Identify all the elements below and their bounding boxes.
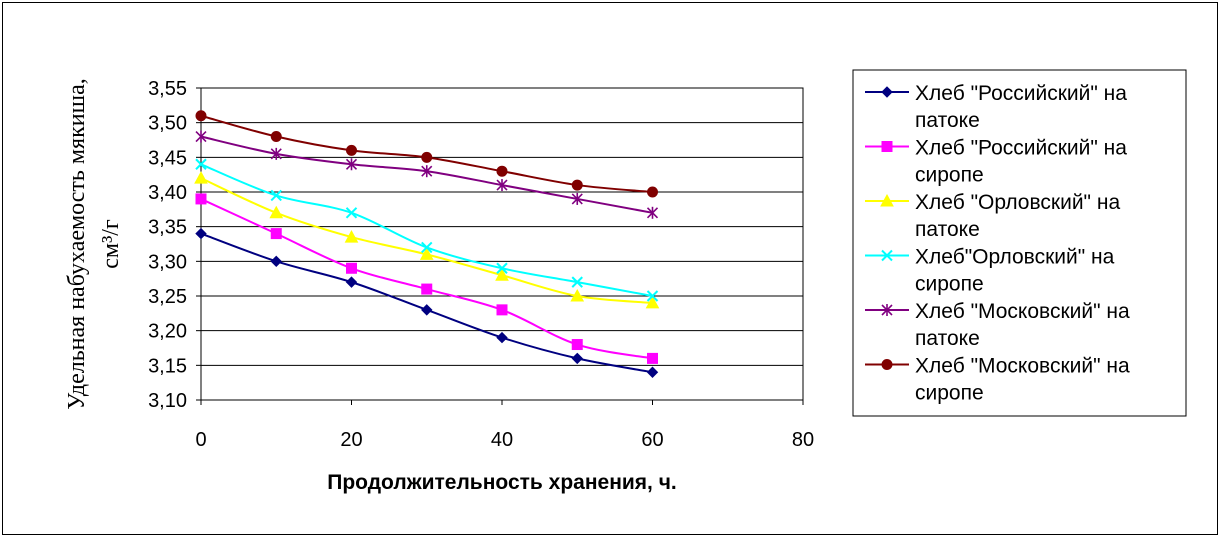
data-point-circle (881, 359, 893, 370)
y-tick-label: 3,55 (148, 78, 187, 100)
data-point-asterisk (571, 192, 583, 205)
data-point-circle (270, 131, 282, 143)
legend-label: патоке (915, 218, 980, 241)
data-point-asterisk (345, 158, 358, 171)
series-1 (195, 227, 659, 378)
data-point-diamond (195, 227, 207, 240)
data-point-diamond (421, 304, 433, 316)
series-group (194, 110, 660, 378)
y-tick-label: 3,50 (148, 113, 187, 135)
data-point-diamond (881, 86, 893, 98)
plot-area-group (200, 87, 804, 401)
series-4 (195, 158, 659, 302)
y-tick-label: 3,20 (148, 321, 187, 343)
data-point-circle (195, 110, 207, 122)
data-point-square (270, 228, 282, 240)
data-point-circle (421, 151, 433, 163)
series-5 (195, 130, 659, 219)
data-point-triangle (495, 268, 509, 281)
data-point-triangle (194, 171, 208, 184)
data-point-square (346, 262, 357, 274)
data-point-asterisk (646, 206, 659, 219)
legend-entry: Хлеб "Московский" на сиропе (865, 355, 1130, 405)
data-point-diamond (646, 366, 659, 378)
data-point-x (571, 276, 583, 288)
legend-label: Хлеб "Московский" на (915, 355, 1130, 378)
legend-label: Хлеб "Российский" на (915, 137, 1127, 160)
y-tick-label: 3,40 (148, 182, 187, 204)
x-tick-label: 40 (491, 429, 513, 451)
data-point-circle (496, 165, 508, 177)
legend-entry: Хлеб"Орловский" на сиропе (865, 246, 1115, 296)
data-point-square (881, 141, 893, 152)
x-axis-label: Продолжительность хранения, ч. (327, 471, 677, 494)
data-point-asterisk (881, 304, 893, 316)
plot-area (200, 87, 804, 401)
y-tick-label: 3,45 (148, 147, 187, 169)
legend-label: патоке (915, 109, 980, 132)
data-point-triangle (269, 205, 284, 219)
data-point-asterisk (270, 147, 282, 160)
legend-label: Хлеб "Московский" на (915, 300, 1130, 323)
data-point-x (195, 158, 207, 170)
data-point-x (345, 207, 358, 219)
data-point-triangle (419, 247, 434, 260)
data-point-square (195, 193, 207, 205)
x-tick-label: 80 (792, 429, 814, 451)
legend-box (852, 69, 1187, 417)
legend-label: патоке (915, 327, 980, 350)
data-point-x (881, 249, 893, 262)
y-tick-label: 3,30 (148, 251, 187, 273)
series-6 (195, 110, 658, 198)
data-point-triangle (570, 288, 585, 302)
data-point-diamond (345, 276, 358, 288)
legend-label: сиропе (915, 273, 984, 296)
legend-entry: Хлеб "Российский" на патоке (865, 82, 1127, 132)
legend-label: сиропе (915, 164, 984, 187)
y-tick-label: 3,10 (148, 390, 187, 412)
data-point-triangle (344, 230, 359, 243)
data-point-circle (346, 144, 357, 156)
legend-entry: Хлеб "Московский" на патоке (865, 300, 1130, 350)
data-point-asterisk (421, 165, 433, 178)
legend-label: Хлеб "Российский" на (915, 82, 1127, 105)
data-point-triangle (880, 193, 894, 207)
data-point-x (421, 241, 433, 254)
legend-label: сиропе (915, 382, 984, 405)
data-point-diamond (571, 352, 583, 365)
ticks-group: 3,10 3,15 3,20 3,25 3,30 3,35 3,40 3,45 3,50 3,55… (148, 78, 814, 451)
data-point-square (647, 352, 658, 364)
series-3 (194, 171, 660, 309)
x-tick-label: 0 (195, 429, 206, 451)
y-tick-label: 3,35 (148, 217, 187, 239)
data-point-diamond (270, 255, 282, 268)
series-2 (195, 193, 658, 364)
data-point-diamond (496, 331, 508, 344)
data-point-asterisk (195, 130, 207, 143)
y-tick-label: 3,15 (148, 355, 187, 377)
legend-label: Хлеб "Орловский" на (915, 191, 1120, 214)
x-tick-label: 60 (641, 429, 663, 451)
x-tick-label: 20 (340, 429, 362, 451)
data-point-x (646, 290, 659, 302)
grid-group (201, 122, 803, 366)
y-tick-label: 3,25 (148, 286, 187, 308)
legend-entry: Хлеб "Российский" на сиропе (865, 137, 1127, 187)
data-point-circle (647, 186, 658, 198)
data-point-square (571, 339, 583, 351)
data-point-square (421, 283, 433, 295)
data-point-triangle (645, 295, 660, 309)
legend-label: Хлеб"Орловский" на (915, 246, 1115, 269)
legend-entry: Хлеб "Орловский" на патоке (865, 191, 1120, 241)
y-axis-label: Удельная набухаемость мякиша, см³/г (64, 78, 124, 409)
data-point-square (496, 304, 508, 316)
data-point-x (496, 262, 508, 274)
data-point-x (270, 189, 282, 202)
data-point-circle (571, 179, 583, 191)
data-point-asterisk (496, 179, 508, 192)
